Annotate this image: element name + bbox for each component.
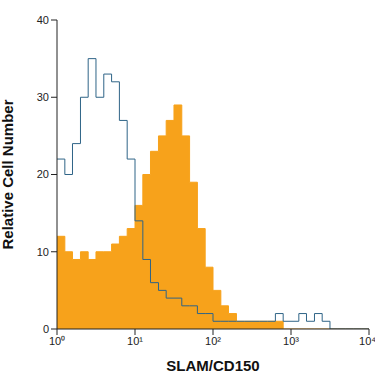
svg-text:20: 20 [37, 168, 49, 180]
svg-text:10: 10 [37, 246, 49, 258]
svg-text:30: 30 [37, 91, 49, 103]
svg-text:SLAM/CD150: SLAM/CD150 [166, 357, 259, 374]
svg-text:40: 40 [37, 14, 49, 26]
svg-text:10⁴: 10⁴ [359, 335, 367, 347]
svg-text:10²: 10² [205, 335, 221, 347]
svg-text:0: 0 [43, 323, 49, 335]
svg-text:10⁰: 10⁰ [49, 335, 65, 347]
svg-text:Relative Cell Number: Relative Cell Number [8, 99, 16, 249]
svg-text:10³: 10³ [283, 335, 299, 347]
svg-text:10¹: 10¹ [127, 335, 143, 347]
